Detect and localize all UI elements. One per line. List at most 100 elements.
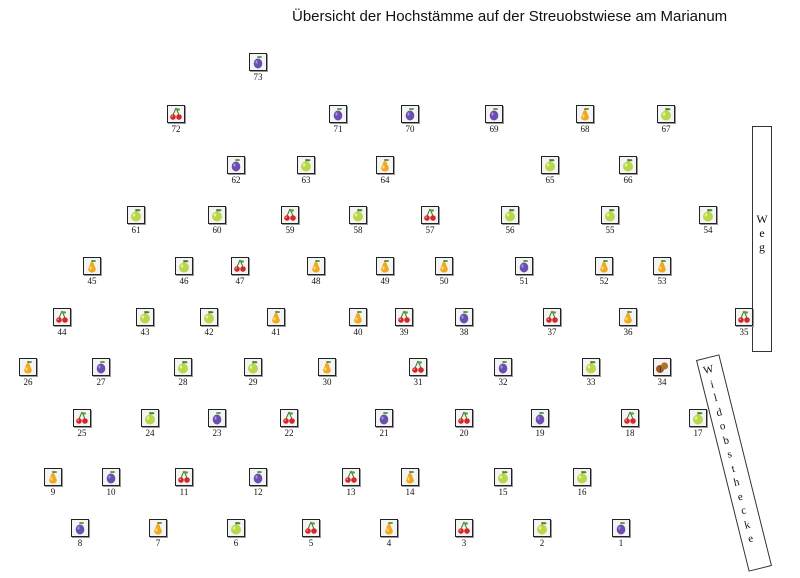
label-letter: i bbox=[709, 377, 716, 391]
tree-marker: 69 bbox=[485, 105, 503, 135]
tree-marker: 14 bbox=[401, 468, 419, 498]
tree-icon-frame bbox=[455, 308, 473, 326]
tree-icon-frame bbox=[208, 409, 226, 427]
tree-icon-frame bbox=[595, 257, 613, 275]
tree-marker: 32 bbox=[494, 358, 512, 388]
apple-icon bbox=[537, 522, 547, 535]
tree-icon-frame bbox=[71, 519, 89, 537]
tree-number: 69 bbox=[489, 124, 499, 134]
tree-number: 10 bbox=[106, 487, 116, 497]
tree-icon-frame bbox=[167, 105, 185, 123]
tree-number: 35 bbox=[739, 327, 749, 337]
tree-icon-frame bbox=[601, 206, 619, 224]
tree-number: 14 bbox=[405, 487, 415, 497]
pear-icon bbox=[440, 260, 448, 273]
tree-marker: 3 bbox=[455, 519, 473, 549]
label-letter: b bbox=[721, 433, 731, 447]
label-letter: s bbox=[726, 448, 734, 461]
plum-icon bbox=[498, 361, 508, 374]
apple-icon bbox=[693, 412, 703, 425]
tree-icon-frame bbox=[231, 257, 249, 275]
tree-marker: 19 bbox=[531, 409, 549, 439]
tree-marker: 44 bbox=[53, 308, 71, 338]
tree-number: 54 bbox=[703, 225, 713, 235]
tree-icon-frame bbox=[455, 519, 473, 537]
cherry-icon bbox=[738, 310, 750, 323]
tree-marker: 28 bbox=[174, 358, 192, 388]
tree-marker: 66 bbox=[619, 156, 637, 186]
tree-marker: 5 bbox=[302, 519, 320, 549]
tree-marker: 30 bbox=[318, 358, 336, 388]
tree-number: 29 bbox=[248, 377, 258, 387]
tree-marker: 20 bbox=[455, 409, 473, 439]
tree-icon-frame bbox=[380, 519, 398, 537]
tree-marker: 7 bbox=[149, 519, 167, 549]
tree-icon-frame bbox=[455, 409, 473, 427]
tree-icon-frame bbox=[576, 105, 594, 123]
tree-icon-frame bbox=[267, 308, 285, 326]
tree-icon-frame bbox=[573, 468, 591, 486]
tree-marker: 42 bbox=[200, 308, 218, 338]
tree-number: 16 bbox=[577, 487, 587, 497]
tree-icon-frame bbox=[175, 257, 193, 275]
tree-number: 39 bbox=[399, 327, 409, 337]
pear-icon bbox=[385, 522, 393, 535]
tree-number: 8 bbox=[77, 538, 83, 548]
tree-icon-frame bbox=[494, 358, 512, 376]
label-letter: h bbox=[732, 476, 741, 490]
tree-number: 19 bbox=[535, 428, 545, 438]
tree-icon-frame bbox=[657, 105, 675, 123]
tree-icon-frame bbox=[73, 409, 91, 427]
tree-marker: 21 bbox=[375, 409, 393, 439]
tree-marker: 62 bbox=[227, 156, 245, 186]
cherry-icon bbox=[284, 208, 296, 221]
tree-marker: 52 bbox=[595, 257, 613, 287]
tree-marker: 25 bbox=[73, 409, 91, 439]
tree-marker: 8 bbox=[71, 519, 89, 549]
tree-number: 71 bbox=[333, 124, 343, 134]
tree-number: 65 bbox=[545, 175, 555, 185]
cherry-icon bbox=[398, 310, 410, 323]
tree-marker: 27 bbox=[92, 358, 110, 388]
apple-icon bbox=[577, 471, 587, 484]
tree-number: 57 bbox=[425, 225, 435, 235]
tree-icon-frame bbox=[249, 53, 267, 71]
tree-number: 40 bbox=[353, 327, 363, 337]
tree-icon-frame bbox=[533, 519, 551, 537]
tree-marker: 31 bbox=[409, 358, 427, 388]
tree-number: 4 bbox=[386, 538, 392, 548]
apple-icon bbox=[605, 209, 615, 222]
tree-marker: 46 bbox=[175, 257, 193, 287]
label-letter: g bbox=[759, 240, 765, 254]
apple-icon bbox=[140, 311, 150, 324]
tree-marker: 59 bbox=[281, 206, 299, 236]
tree-icon-frame bbox=[280, 409, 298, 427]
tree-marker: 23 bbox=[208, 409, 226, 439]
apple-icon bbox=[586, 361, 596, 374]
tree-icon-frame bbox=[653, 358, 671, 376]
tree-number: 59 bbox=[285, 225, 295, 235]
tree-icon-frame bbox=[141, 409, 159, 427]
tree-number: 42 bbox=[204, 327, 214, 337]
tree-number: 41 bbox=[271, 327, 281, 337]
tree-marker: 68 bbox=[576, 105, 594, 135]
tree-marker: 36 bbox=[619, 308, 637, 338]
tree-marker: 39 bbox=[395, 308, 413, 338]
cherry-icon bbox=[458, 411, 470, 424]
tree-icon-frame bbox=[227, 156, 245, 174]
tree-number: 20 bbox=[459, 428, 469, 438]
tree-number: 11 bbox=[179, 487, 189, 497]
tree-number: 36 bbox=[623, 327, 633, 337]
tree-number: 22 bbox=[284, 428, 294, 438]
tree-number: 60 bbox=[212, 225, 222, 235]
tree-number: 63 bbox=[301, 175, 311, 185]
tree-number: 61 bbox=[131, 225, 141, 235]
apple-icon bbox=[145, 412, 155, 425]
tree-marker: 41 bbox=[267, 308, 285, 338]
tree-marker: 67 bbox=[657, 105, 675, 135]
cherry-icon bbox=[234, 259, 246, 272]
apple-icon bbox=[301, 159, 311, 172]
tree-number: 67 bbox=[661, 124, 671, 134]
tree-number: 7 bbox=[155, 538, 161, 548]
